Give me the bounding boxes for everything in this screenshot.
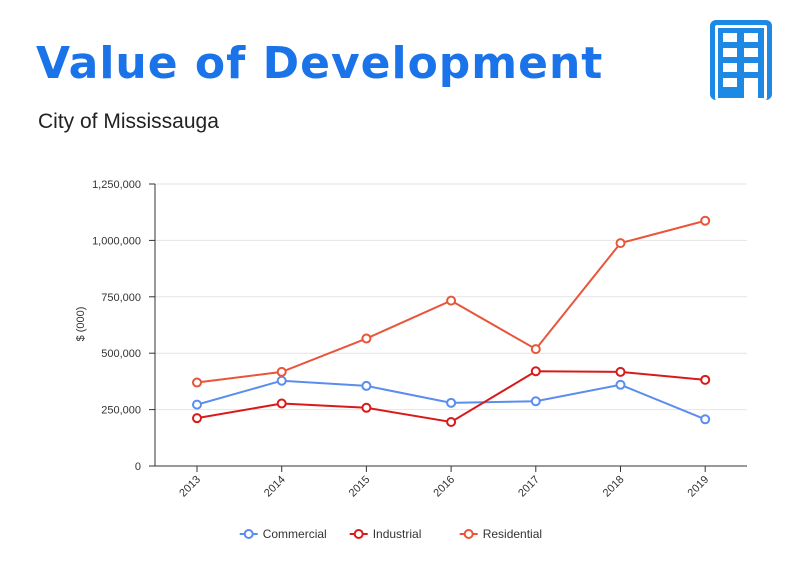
- point-commercial: [276, 375, 287, 386]
- legend-label: Residential: [483, 527, 542, 541]
- axes: [154, 184, 747, 467]
- building-icon: [710, 20, 772, 100]
- point-industrial: [615, 366, 626, 377]
- legend-label: Industrial: [373, 527, 422, 541]
- point-residential: [530, 344, 541, 355]
- x-tick-label: 2016: [431, 474, 457, 500]
- x-tick-label: 2017: [516, 474, 542, 500]
- point-commercial: [446, 397, 457, 408]
- point-commercial: [615, 379, 626, 390]
- x-axis-ticks: 2013 2014 2015 2016 2017 2018 2019: [177, 466, 711, 499]
- y-tick-label: 500,000: [101, 348, 141, 360]
- point-residential: [361, 333, 372, 344]
- point-industrial: [700, 374, 711, 385]
- x-tick-label: 2014: [262, 474, 288, 500]
- x-tick-label: 2015: [347, 474, 373, 500]
- legend-item-residential: Residential: [459, 527, 542, 541]
- x-tick-label: 2019: [686, 474, 712, 500]
- point-industrial: [276, 398, 287, 409]
- page-subtitle: City of Mississauga: [38, 110, 219, 133]
- legend-item-commercial: Commercial: [239, 527, 327, 541]
- y-axis-ticks: 0 250,000 500,000 750,000 1,000,000 1,250,000: [92, 179, 155, 473]
- legend-swatch-marker: [353, 529, 364, 539]
- point-residential: [276, 366, 287, 377]
- point-commercial: [700, 414, 711, 425]
- x-tick-label: 2018: [601, 474, 627, 500]
- point-commercial: [361, 380, 372, 391]
- line-industrial: [196, 370, 706, 424]
- point-residential: [615, 238, 626, 249]
- point-commercial: [530, 396, 541, 407]
- page-title: Value of Development: [36, 38, 604, 89]
- point-industrial: [192, 413, 202, 424]
- legend: Commercial Industrial Residential: [239, 527, 542, 541]
- legend-item-industrial: Industrial: [349, 527, 422, 541]
- y-tick-label: 1,250,000: [92, 179, 141, 191]
- point-residential: [700, 215, 711, 226]
- y-tick-label: 0: [135, 461, 141, 473]
- legend-swatch-marker: [243, 529, 254, 539]
- legend-swatch-marker: [463, 529, 474, 539]
- y-tick-label: 1,000,000: [92, 235, 141, 247]
- point-industrial: [361, 402, 372, 413]
- y-tick-label: 250,000: [101, 405, 141, 417]
- point-commercial: [192, 399, 202, 410]
- legend-label: Commercial: [263, 527, 327, 541]
- point-residential: [446, 295, 457, 306]
- series-lines: [192, 215, 711, 428]
- point-industrial: [446, 417, 457, 428]
- y-tick-label: 750,000: [101, 292, 141, 304]
- x-tick-label: 2013: [177, 474, 203, 500]
- series-commercial: [192, 375, 711, 425]
- series-industrial: [192, 366, 711, 428]
- point-industrial: [530, 366, 541, 377]
- series-residential: [192, 215, 711, 388]
- y-axis-label: $ (000): [75, 307, 87, 342]
- point-residential: [192, 377, 202, 388]
